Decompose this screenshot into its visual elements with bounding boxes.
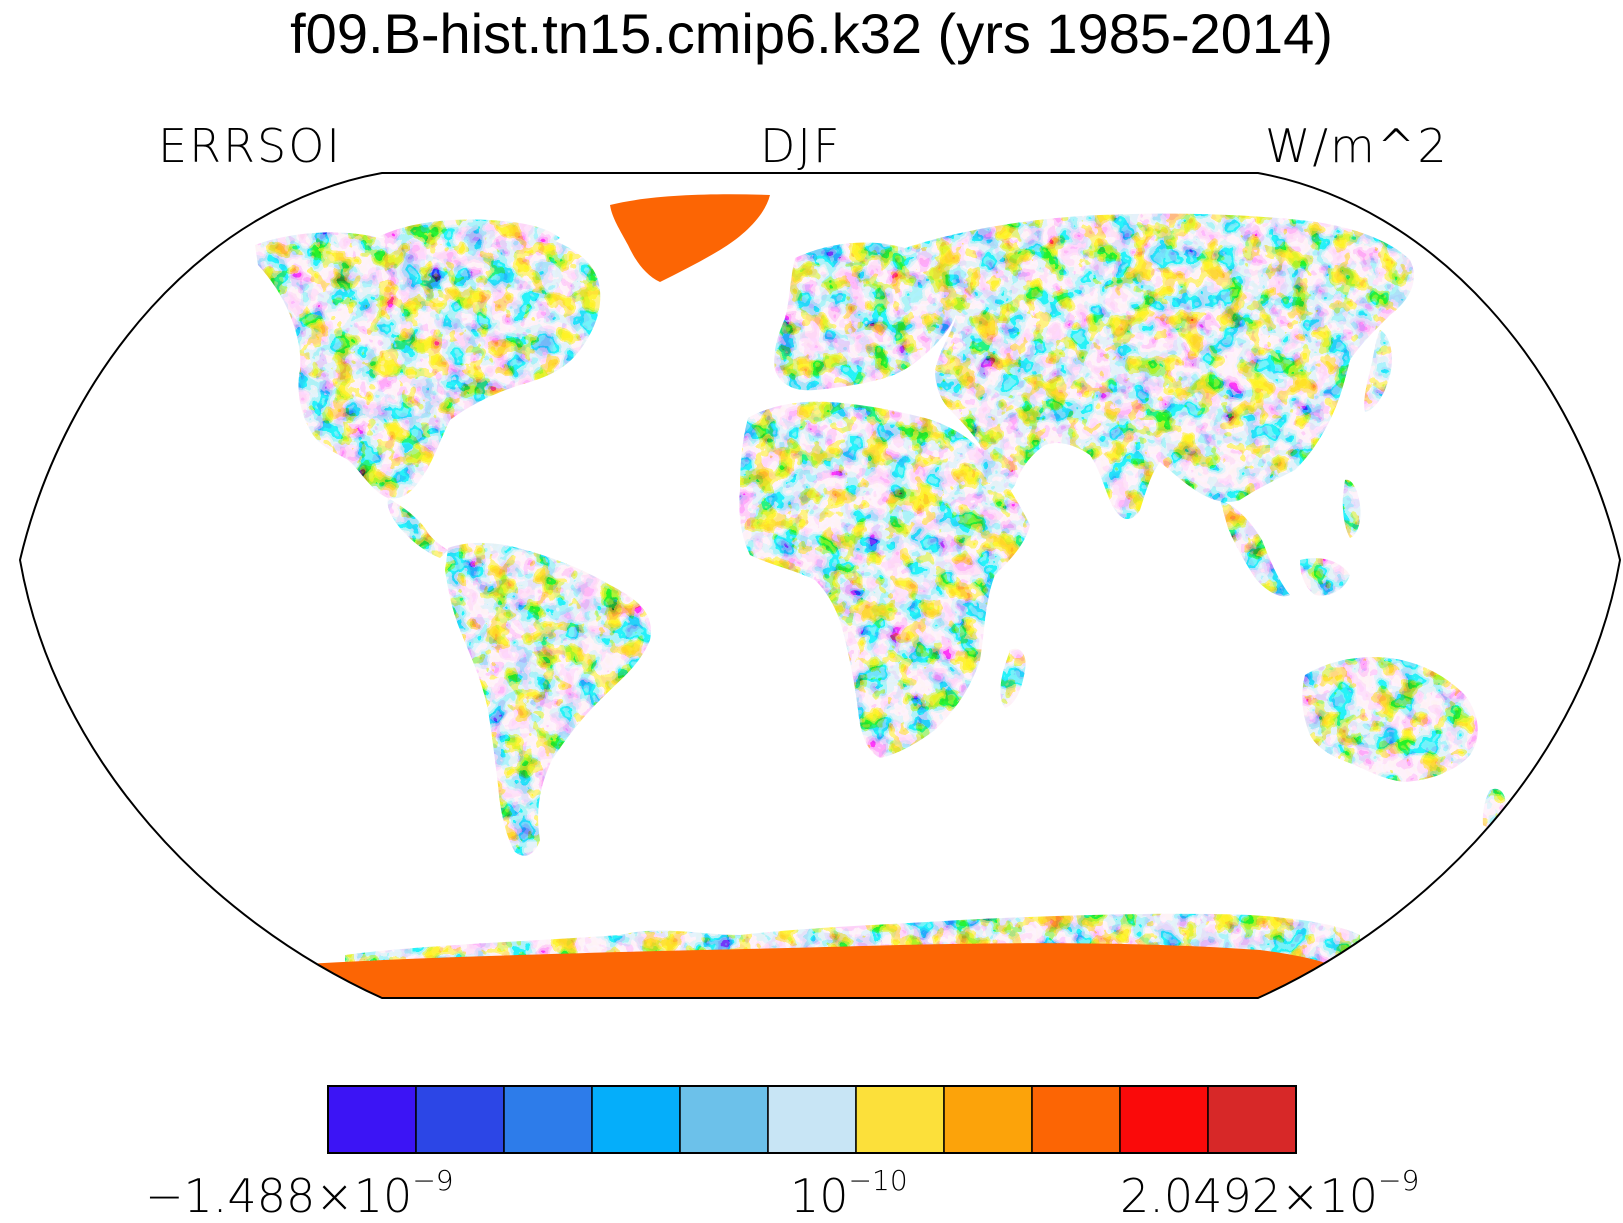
colorbar-cell — [503, 1085, 593, 1154]
colorbar-cell — [1119, 1085, 1209, 1154]
variable-label: ERRSOI — [158, 119, 342, 173]
colorbar-cell — [1031, 1085, 1121, 1154]
central-america — [387, 498, 448, 558]
colorbar-cell — [943, 1085, 1033, 1154]
colorbar-cell — [591, 1085, 681, 1154]
madagascar — [1000, 648, 1026, 708]
south-america — [445, 542, 651, 856]
colorbar-cell — [679, 1085, 769, 1154]
units-label: W/m^2 — [1265, 119, 1449, 173]
antarctica-ice — [290, 943, 1340, 998]
colorbar-cell — [855, 1085, 945, 1154]
season-label: DJF — [760, 119, 842, 173]
colorbar-cell — [767, 1085, 857, 1154]
colorbar-cell — [415, 1085, 505, 1154]
europe — [774, 242, 961, 391]
arctic-islands — [380, 219, 560, 251]
world-map — [18, 172, 1622, 999]
land-field — [255, 213, 1506, 998]
colorbar-max-label: 2.0492×10−9 — [1120, 1164, 1420, 1223]
map-border — [18, 172, 1622, 999]
philippines — [1342, 479, 1361, 538]
africa — [739, 401, 1030, 758]
southeast-asia — [1220, 500, 1290, 597]
colorbar-mid-label: 10−10 — [790, 1164, 908, 1223]
australia — [1302, 657, 1478, 782]
colorbar-cell — [1207, 1085, 1297, 1154]
colorbar-min-label: −1.488×10−9 — [145, 1164, 454, 1223]
japan — [1364, 330, 1392, 412]
greenland — [610, 194, 770, 282]
colorbar-cell — [327, 1085, 417, 1154]
north-america — [255, 230, 601, 499]
colorbar — [327, 1085, 1297, 1154]
asia — [905, 213, 1414, 520]
plot-title: f09.B-hist.tn15.cmip6.k32 (yrs 1985-2014… — [290, 2, 1333, 65]
indonesia — [1300, 558, 1350, 596]
